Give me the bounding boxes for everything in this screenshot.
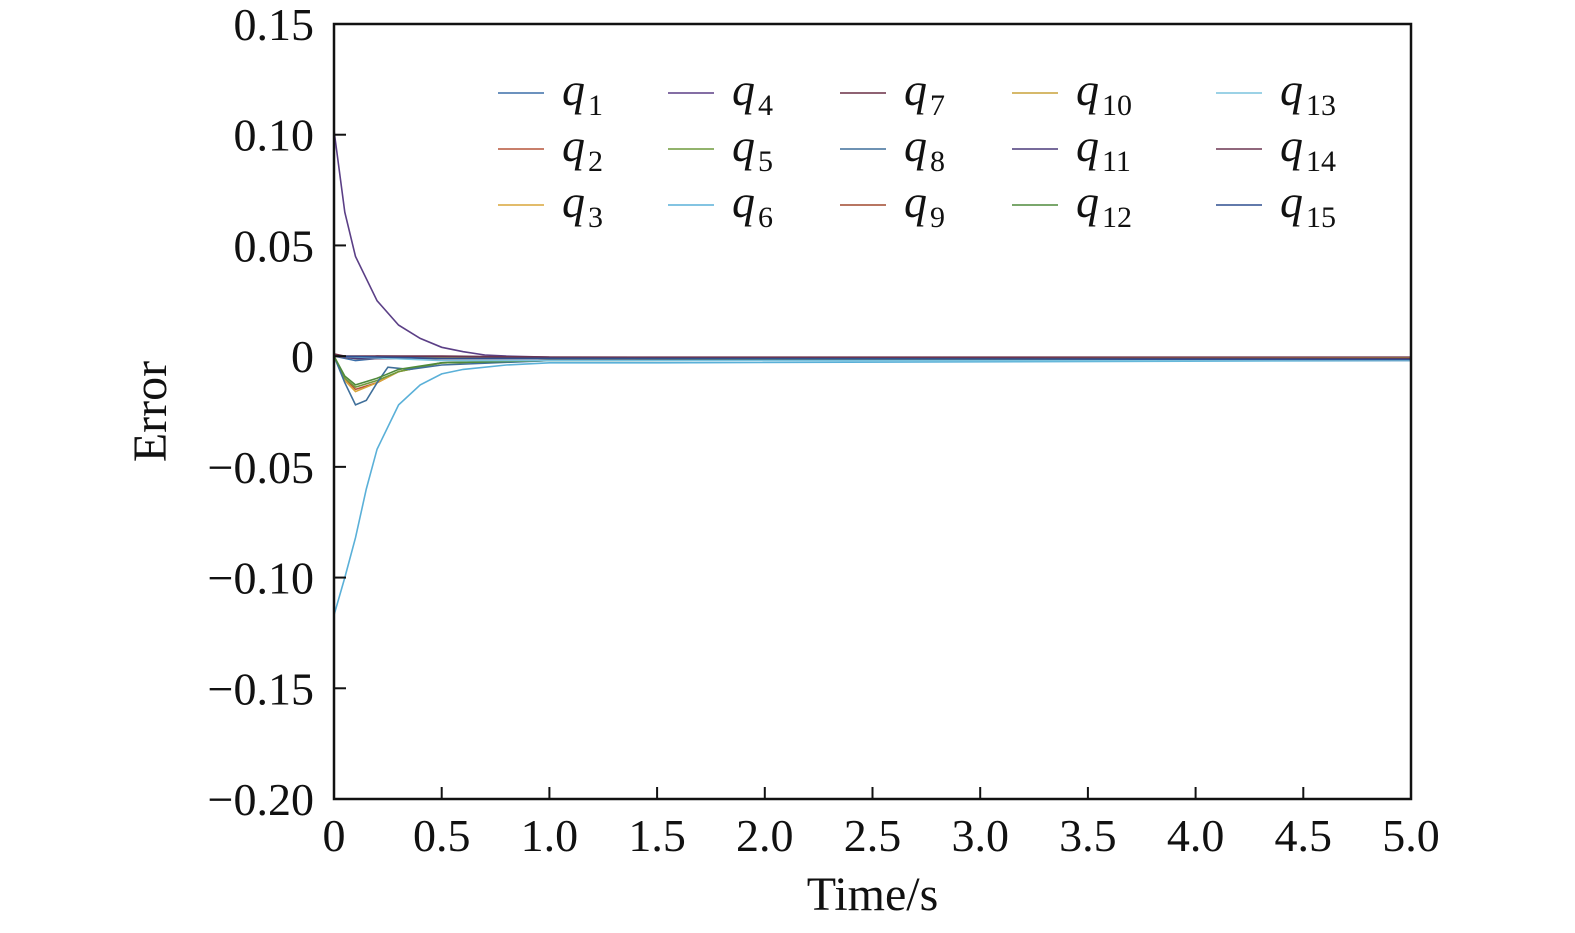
legend-subscript: 8 bbox=[930, 145, 945, 178]
y-tick-label: 0 bbox=[291, 331, 314, 382]
legend-item-q10: q 10 bbox=[1012, 64, 1132, 122]
y-axis-title: Error bbox=[124, 361, 177, 462]
x-axis-title: Time/s bbox=[807, 868, 939, 921]
plot-frame bbox=[332, 22, 1413, 801]
legend-subscript: 3 bbox=[588, 201, 603, 234]
legend: q 1q 2q 3 q 4q 5q 6 q 7q 8q 9 q 10q 11q 12 q 13q 14q 15 bbox=[498, 64, 1336, 234]
series-line-q13 bbox=[333, 355, 1411, 362]
legend-subscript: 4 bbox=[758, 89, 773, 122]
legend-label: q 13 bbox=[1280, 64, 1336, 122]
series-line-q14 bbox=[334, 355, 1412, 360]
legend-subscript: 9 bbox=[930, 201, 945, 234]
legend-subscript: 6 bbox=[758, 201, 773, 234]
series-line-q4 bbox=[333, 130, 1412, 360]
legend-label: q 14 bbox=[1280, 120, 1336, 178]
y-tick-label: 0.05 bbox=[234, 220, 315, 271]
legend-item-q12: q 12 bbox=[1012, 176, 1132, 234]
legend-subscript: 5 bbox=[758, 145, 773, 178]
legend-item-q15: q 15 bbox=[1216, 176, 1336, 234]
legend-subscript: 12 bbox=[1102, 201, 1132, 234]
legend-subscript: 1 bbox=[588, 89, 603, 122]
legend-label: q 15 bbox=[1280, 176, 1336, 234]
y-tick-label: −0.05 bbox=[208, 442, 314, 493]
legend-subscript: 14 bbox=[1306, 145, 1336, 178]
x-tick-label: 3.0 bbox=[951, 810, 1009, 861]
series-line-q6 bbox=[333, 359, 1412, 616]
x-tick-label: 4.5 bbox=[1275, 810, 1333, 861]
legend-item-q13: q 13 bbox=[1216, 64, 1336, 122]
x-tick-label: 3.5 bbox=[1059, 810, 1117, 861]
y-tick-label: 0.15 bbox=[234, 0, 315, 50]
legend-subscript: 15 bbox=[1306, 201, 1336, 234]
y-tick-label: −0.15 bbox=[208, 663, 314, 714]
legend-subscript: 13 bbox=[1306, 89, 1336, 122]
legend-subscript: 2 bbox=[588, 145, 603, 178]
legend-label: q 11 bbox=[1076, 120, 1131, 178]
legend-item-q14: q 14 bbox=[1216, 120, 1336, 178]
series-layer bbox=[333, 130, 1412, 616]
x-tick-label: 0.5 bbox=[413, 810, 471, 861]
legend-label: q 10 bbox=[1076, 64, 1132, 122]
x-tick-label: 2.0 bbox=[736, 810, 794, 861]
x-tick-label: 4.0 bbox=[1167, 810, 1225, 861]
ticks-layer: 0 0.5 1.0 1.5 2.0 2.5 3.0 3.5 4.0 4.5 5.0 0.15 0.10 0… bbox=[208, 0, 1440, 861]
y-tick-label: 0.10 bbox=[234, 110, 315, 161]
x-tick-label: 0 bbox=[323, 810, 346, 861]
x-tick-label: 1.5 bbox=[628, 810, 686, 861]
x-tick-label: 2.5 bbox=[844, 810, 902, 861]
legend-subscript: 7 bbox=[930, 89, 945, 122]
x-tick-label: 1.0 bbox=[521, 810, 579, 861]
legend-item-q11: q 11 bbox=[1012, 120, 1131, 178]
y-tick-label: −0.10 bbox=[208, 553, 314, 604]
legend-subscript: 10 bbox=[1102, 89, 1132, 122]
series-line-q15 bbox=[333, 355, 1412, 361]
legend-label: q 12 bbox=[1076, 176, 1132, 234]
x-tick-label: 5.0 bbox=[1382, 810, 1440, 861]
y-tick-label: −0.20 bbox=[208, 774, 314, 825]
series-line-q8 bbox=[333, 355, 1412, 406]
legend-subscript: 11 bbox=[1102, 145, 1131, 178]
